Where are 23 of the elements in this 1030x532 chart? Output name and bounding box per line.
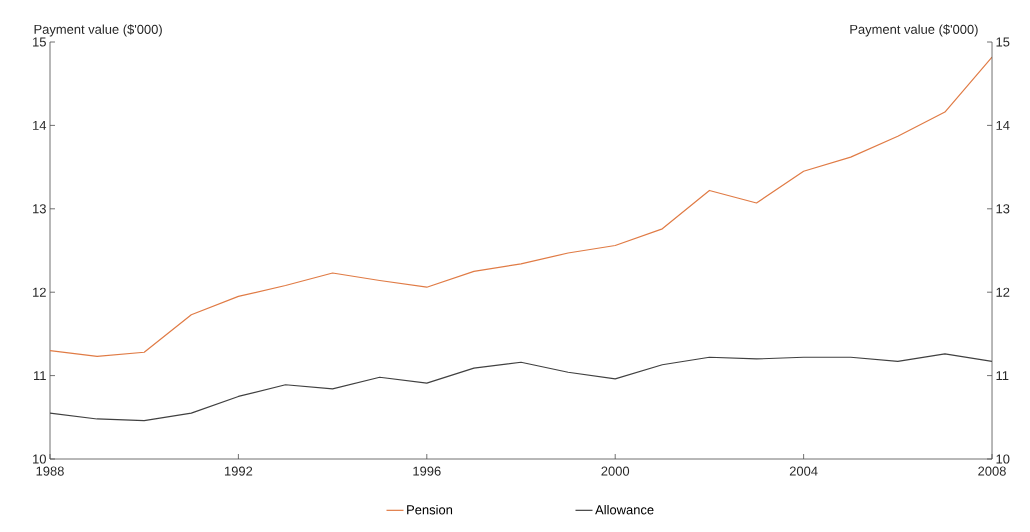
y-tick-label: 13 [33,204,46,214]
y2-tick-label: 14 [996,120,1010,130]
legend-label: Allowance [595,504,654,515]
y2-tick-label: 13 [996,204,1010,214]
y2-tick-label: 11 [996,371,1009,381]
y-tick-label: 15 [33,37,46,47]
line-series [50,56,993,358]
y2-tick-label: 12 [996,287,1010,297]
y-tick-label: 10 [33,454,46,464]
x-tick-label: 1992 [224,466,253,476]
x-tick-label: 2008 [978,466,1006,476]
y-axis-title: Payment value ($'000) [34,24,162,37]
y-tick-label: 14 [33,120,47,130]
x-tick-label: 1988 [36,466,64,476]
y2-tick-label: 10 [996,454,1010,464]
x-tick-label: 2000 [601,466,630,476]
x-tick-label: 1996 [413,466,441,476]
y-tick-label: 11 [34,371,46,381]
y-tick-label: 12 [33,287,46,297]
y2-tick-label: 15 [996,37,1010,47]
legend-label: Pension [407,504,453,515]
y2-axis-title: Payment value ($'000) [850,24,978,37]
x-tick-label: 2004 [789,466,818,476]
